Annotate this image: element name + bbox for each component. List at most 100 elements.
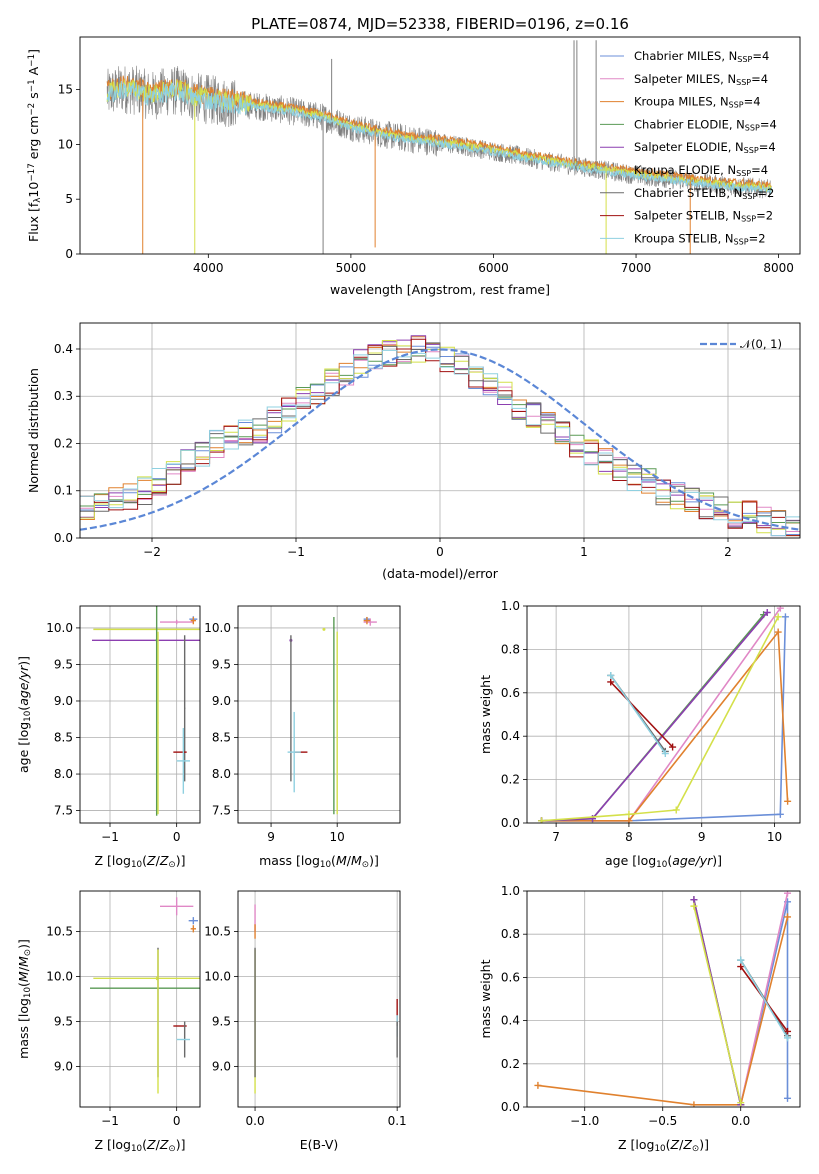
label-part: 10 (131, 1144, 142, 1154)
label-part: s (26, 92, 41, 103)
label-part: 10 (26, 182, 41, 198)
y-tick-label: 7.5 (212, 804, 231, 818)
plus-marker (784, 1034, 792, 1042)
axes-frame (79, 36, 801, 255)
label-part: =4 (760, 117, 777, 131)
y-axis-label: mass weight (478, 959, 493, 1038)
y-tick-label: 5 (65, 192, 73, 206)
figure-title: PLATE=0874, MJD=52338, FIBERID=0196, z=0… (251, 15, 629, 33)
label-part: mass [ (259, 853, 301, 868)
plus-marker (661, 750, 669, 758)
label-part: ⊙ (23, 949, 33, 956)
label-part: Z (670, 1137, 680, 1152)
x-tick-label: 8000 (763, 261, 794, 275)
x-tick-label: 2 (724, 545, 732, 559)
x-axis-label: wavelength [Angstrom, rest frame] (330, 282, 550, 297)
model-spectrum-line (106, 80, 772, 195)
y-tick-label: 10 (58, 137, 73, 151)
plus-marker (776, 810, 784, 818)
label-part: Chabrier STELIB, N (634, 186, 742, 200)
y-tick-label: 0.6 (501, 686, 520, 700)
label-part: ( (142, 853, 147, 868)
label-part: age [ (16, 741, 31, 773)
weight-vs-Z-plot-area (534, 891, 792, 1107)
label-part: Z [ (95, 853, 112, 868)
legend-entry: Salpeter ELODIE, NSSP=4 (634, 140, 776, 155)
x-tick-label: 0 (436, 545, 444, 559)
label-part: −1 (27, 54, 37, 67)
label-part: Z [ (618, 1137, 635, 1152)
spectrum-panel: 4000 5000 6000 7000 8000 0 5 10 15 wavelength [An… (26, 36, 801, 297)
age-vs-mass-plot-area (287, 616, 377, 815)
axes-frame (526, 605, 801, 824)
plus-marker (737, 1099, 745, 1107)
label-part: SSP (737, 55, 752, 64)
legend-entry: Kroupa MILES, NSSP=4 (634, 95, 761, 110)
label-part: 10 (23, 711, 33, 722)
label-part: Kroupa STELIB, N (634, 231, 734, 245)
label-part: )] (699, 1137, 709, 1152)
mass-vs-ebv-plot-area (254, 904, 398, 1094)
label-part: / (679, 1137, 684, 1152)
plus-marker (774, 628, 782, 636)
label-part: 10 (654, 1144, 665, 1154)
y-tick-label: 9.0 (212, 1060, 231, 1074)
plus-marker (538, 817, 546, 823)
label-part: )] (712, 853, 722, 868)
weight-series-line (610, 681, 674, 748)
label-part: age/yr (16, 665, 31, 706)
weight-series-line (541, 616, 787, 822)
plus-marker (774, 613, 782, 621)
label-part: Salpeter ELODIE, N (634, 140, 744, 154)
legend-entry: 𝒩(0, 1) (740, 337, 782, 351)
data-point (322, 627, 326, 631)
label-part: Z (146, 853, 156, 868)
y-tick-label: 0.4 (501, 729, 520, 743)
label-part: ⊙ (362, 860, 369, 870)
label-part: ⊙ (168, 1144, 175, 1154)
plus-marker (784, 891, 792, 897)
x-tick-label: 10 (767, 830, 782, 844)
y-tick-label: 8.5 (212, 731, 231, 745)
axes-frame (79, 605, 201, 824)
label-part: 10 (656, 860, 667, 870)
label-part: log (16, 998, 31, 1017)
plus-marker (784, 1027, 792, 1035)
label-part: ( (667, 853, 672, 868)
mass-vs-ebv-panel: 0.0 0.1 9.0 9.5 10.0 10.5 E(B-V) (204, 890, 407, 1152)
y-tick-label: 10.0 (46, 621, 73, 635)
label-part: =4 (759, 140, 776, 154)
mass-vs-Z-panel: −1 09.09.510.010.5Z [log10(Z/Z⊙)]mass [lo… (16, 890, 201, 1154)
y-tick-label: 15 (58, 83, 73, 97)
label-part: )] (176, 853, 186, 868)
x-tick-label: −1 (101, 830, 119, 844)
label-part: SSP (745, 123, 760, 132)
normal-reference-curve (80, 348, 800, 531)
plus-marker (625, 817, 633, 823)
y-tick-label: 0.0 (501, 1100, 520, 1114)
label-part: Chabrier MILES, N (634, 49, 737, 63)
y-tick-label: 8.0 (54, 767, 73, 781)
y-tick-label: 9.0 (212, 694, 231, 708)
x-tick-label: −2 (143, 545, 161, 559)
x-tick-label: 7000 (621, 261, 652, 275)
weight-vs-age-plot-area (538, 606, 792, 823)
label-part: / (347, 853, 352, 868)
residuals-plot-area (80, 335, 800, 537)
y-tick-label: 0.3 (54, 389, 73, 403)
label-part: log (301, 853, 320, 868)
label-part: 10 (320, 860, 331, 870)
legend-entry: Kroupa STELIB, NSSP=2 (634, 231, 766, 246)
legend-entry: Chabrier ELODIE, NSSP=4 (634, 117, 777, 132)
plus-marker (672, 806, 680, 814)
x-tick-label: 9 (267, 830, 275, 844)
y-tick-label: 9.5 (54, 1015, 73, 1029)
x-tick-label: 1 (580, 545, 588, 559)
x-tick-label: −1 (287, 545, 305, 559)
label-part: −1 (27, 79, 37, 92)
plus-marker (784, 913, 792, 921)
y-tick-label: 0.8 (501, 927, 520, 941)
label-part: M (351, 853, 362, 868)
